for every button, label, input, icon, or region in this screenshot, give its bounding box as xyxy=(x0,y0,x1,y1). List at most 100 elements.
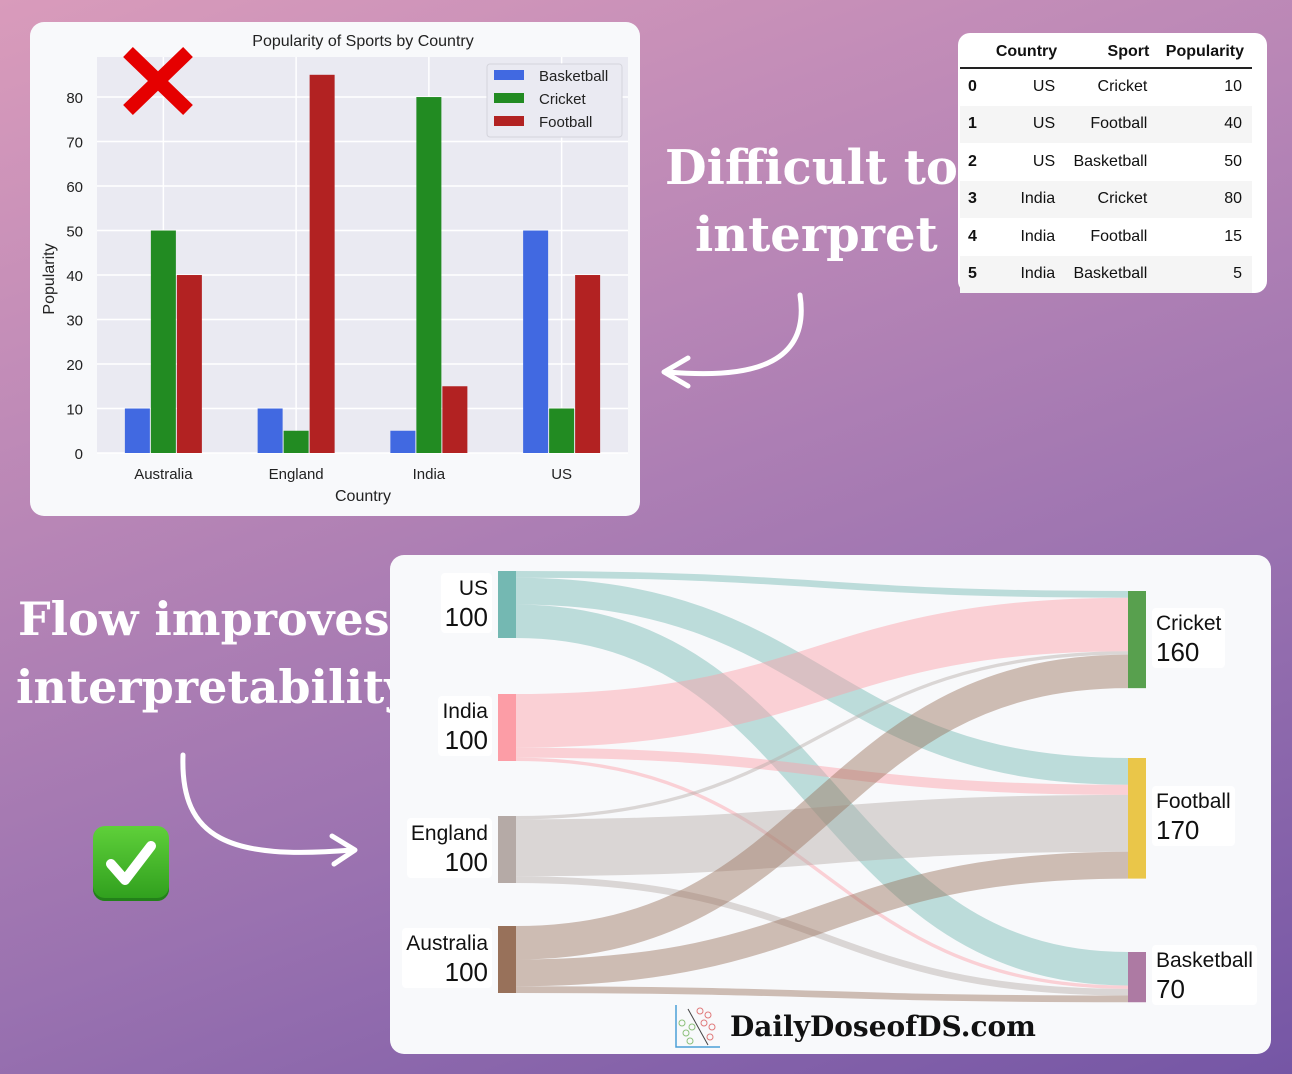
node-name: England xyxy=(410,821,488,845)
table-cell: 2 xyxy=(968,152,977,170)
table-cell: India xyxy=(988,255,1066,293)
caption-difficult: Difficult to xyxy=(665,140,958,196)
table-cell: Basketball xyxy=(1073,152,1148,170)
sankey-card: US 100 India 100 England 100 Australia 100 Crick… xyxy=(390,555,1271,1054)
brand: DailyDoseofDS.com xyxy=(674,1003,1036,1049)
bar-basketball-india xyxy=(390,430,416,453)
table-row: 1 US Football 40 xyxy=(960,105,1252,143)
chart-title: Popularity of Sports by Country xyxy=(252,33,473,50)
node-value: 70 xyxy=(1156,974,1185,1005)
sankey-node-label: Football 170 xyxy=(1152,786,1235,847)
sankey-diagram xyxy=(498,571,1146,1003)
legend-swatch xyxy=(494,116,524,126)
y-axis-label: Popularity xyxy=(41,243,58,314)
y-tick-label: 0 xyxy=(75,446,83,463)
legend-swatch xyxy=(494,93,524,103)
sankey-node-basketball xyxy=(1128,952,1146,1003)
table-header-row: Country Sport Popularity xyxy=(960,39,1252,69)
table-row: 4 India Football 15 xyxy=(960,218,1252,256)
sankey-link-australia-football xyxy=(515,851,1129,987)
sankey-link-england-basketball xyxy=(515,876,1129,996)
bar-football-us xyxy=(575,275,601,453)
data-table: Country Sport Popularity 0 US Cricket 10 1 US Fo… xyxy=(960,39,1252,293)
bar-basketball-england xyxy=(257,408,283,453)
sankey-node-label: Cricket 160 xyxy=(1152,607,1226,668)
table-cell: 4 xyxy=(968,227,977,245)
sankey-node-australia xyxy=(498,926,516,993)
sankey-node-label: Basketball 70 xyxy=(1152,945,1257,1006)
table-cell: Cricket xyxy=(1065,180,1158,218)
y-tick-label: 10 xyxy=(66,402,83,419)
node-name: US xyxy=(458,576,488,600)
table-cell: 15 xyxy=(1224,227,1242,245)
table-cell: 40 xyxy=(1157,105,1252,143)
table-row: 2 US Basketball 50 xyxy=(960,143,1252,181)
bar-basketball-australia xyxy=(124,408,150,453)
y-tick-label: 60 xyxy=(66,179,83,196)
sankey-link-us-cricket xyxy=(515,571,1129,598)
table-cell: US xyxy=(1032,78,1056,96)
node-value: 100 xyxy=(444,846,488,877)
sankey-link-england-football xyxy=(515,794,1129,877)
node-value: 170 xyxy=(1156,815,1200,846)
sankey-node-cricket xyxy=(1128,591,1146,689)
sankey-node-england xyxy=(498,816,516,883)
table-row: 3 India Cricket 80 xyxy=(960,180,1252,218)
table-cell: US xyxy=(988,105,1066,143)
table-cell: 5 xyxy=(960,255,989,293)
sankey-node-us xyxy=(498,571,516,638)
y-tick-label: 20 xyxy=(66,357,83,374)
table-cell: Cricket xyxy=(1097,78,1148,96)
bar-football-india xyxy=(442,386,468,453)
legend-label: Cricket xyxy=(539,91,587,108)
table-cell: 0 xyxy=(968,78,977,96)
bar-basketball-us xyxy=(523,230,549,453)
red-x-stroke xyxy=(123,46,193,116)
bar-football-england xyxy=(309,74,335,453)
sankey-link-australia-basketball xyxy=(515,986,1129,1003)
sankey-link-australia-cricket xyxy=(515,654,1129,960)
sankey-node-india xyxy=(498,694,516,761)
bar-cricket-india xyxy=(416,97,442,453)
y-tick-label: 70 xyxy=(66,135,83,152)
x-tick-label: Australia xyxy=(134,466,193,483)
brand-name: DailyDoseofDS.com xyxy=(730,1009,1036,1043)
sankey-link-us-basketball xyxy=(515,604,1129,986)
x-tick-label: US xyxy=(551,466,572,483)
table-cell: 3 xyxy=(960,180,989,218)
legend-label: Basketball xyxy=(539,68,608,85)
sankey-node-football xyxy=(1128,758,1146,879)
column-header: Popularity xyxy=(1157,39,1252,69)
node-name: Cricket xyxy=(1156,611,1222,635)
red-x-icon xyxy=(123,46,193,116)
legend-swatch xyxy=(494,70,524,80)
node-name: Australia xyxy=(406,931,488,955)
y-tick-label: 50 xyxy=(66,224,83,241)
table-cell: India xyxy=(988,180,1066,218)
x-tick-label: India xyxy=(413,466,446,483)
node-value: 160 xyxy=(1156,636,1200,667)
sankey-link-india-cricket xyxy=(515,597,1129,748)
x-axis-label: Country xyxy=(335,488,391,505)
column-header: Sport xyxy=(1065,39,1158,69)
table-cell: India xyxy=(1020,227,1056,245)
bar-cricket-england xyxy=(283,430,309,453)
sankey-link-india-basketball xyxy=(515,757,1129,989)
sankey-node-label: Australia 100 xyxy=(402,927,492,988)
node-name: Basketball xyxy=(1156,949,1253,973)
table-cell: 5 xyxy=(1157,255,1252,293)
table-cell: 1 xyxy=(960,105,989,143)
caption-interpretability: interpretability xyxy=(16,660,411,714)
check-mark-button-icon xyxy=(93,826,169,901)
sankey-link-england-cricket xyxy=(515,651,1129,820)
table-cell: US xyxy=(1032,152,1056,170)
x-tick-label: England xyxy=(269,466,324,483)
bar-cricket-australia xyxy=(150,230,176,453)
bar-chart: 0 10 20 30 40 50 60 70 80 Australia England India US… xyxy=(41,33,628,505)
caption-flow-improves: Flow improves xyxy=(18,592,390,646)
bar-football-australia xyxy=(176,275,202,453)
table-cell: 10 xyxy=(1224,78,1242,96)
brand-logo-icon xyxy=(675,1005,720,1048)
table-row: 0 US Cricket 10 xyxy=(960,68,1252,106)
